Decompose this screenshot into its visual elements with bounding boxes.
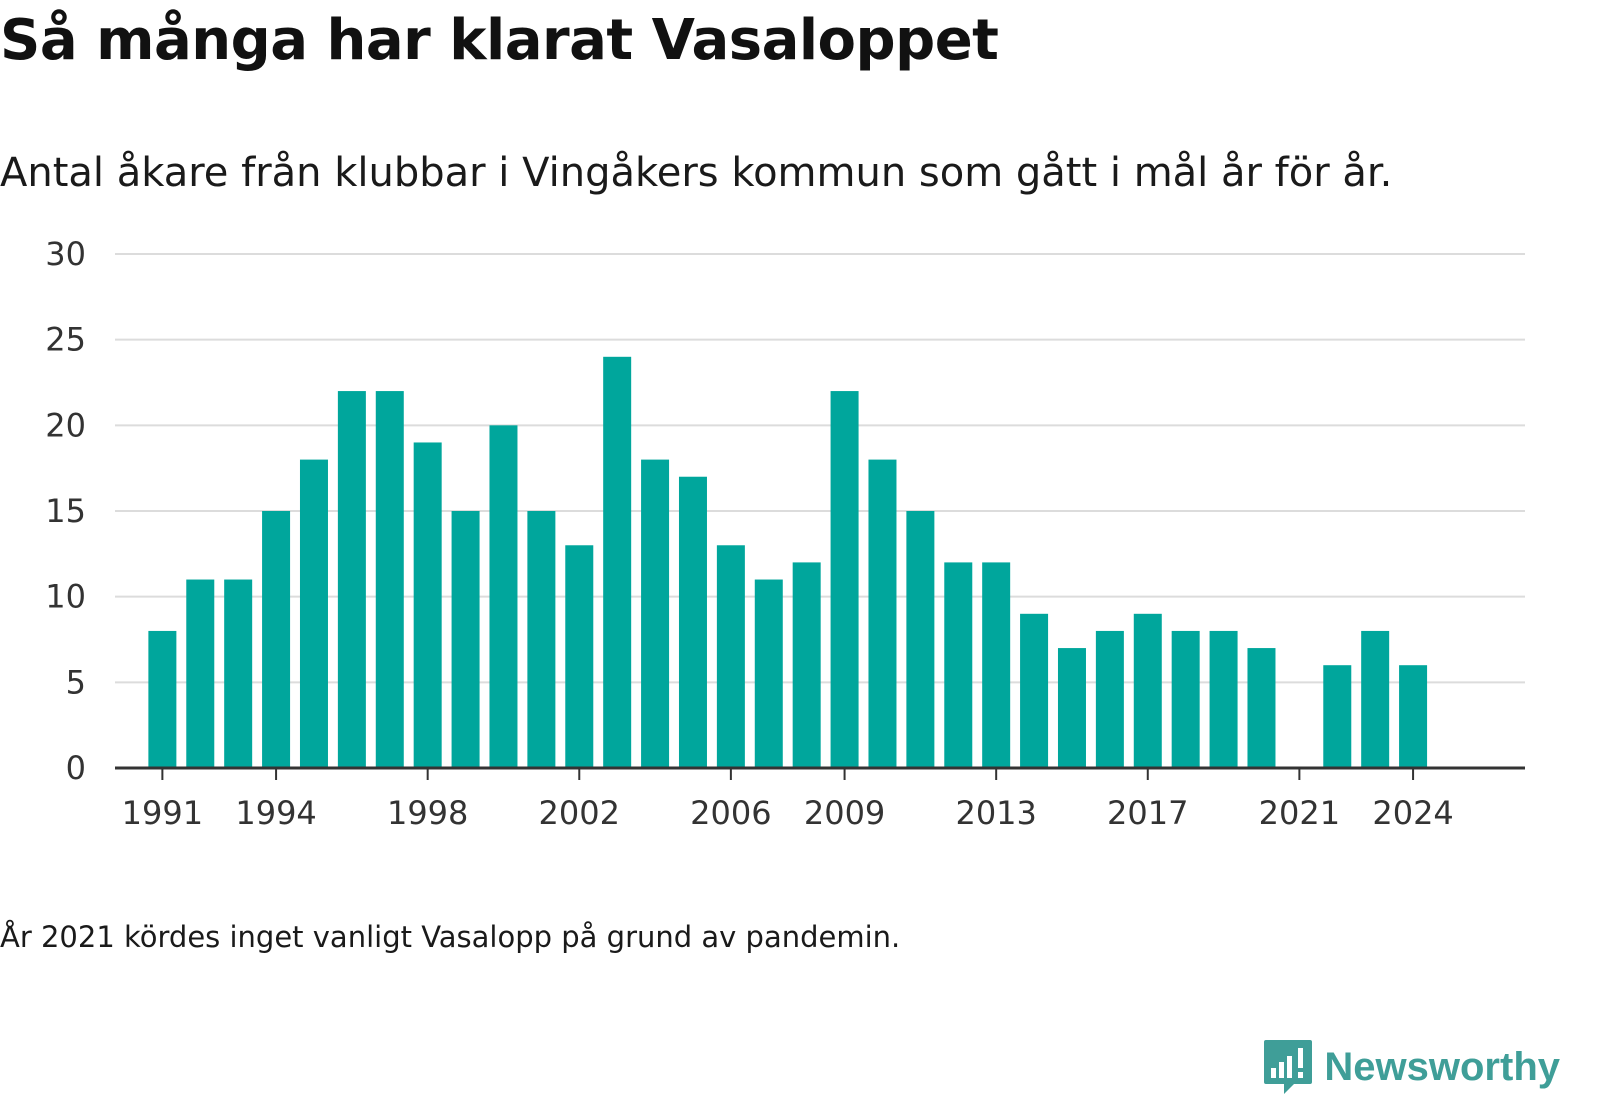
bar-1995 bbox=[299, 459, 328, 768]
bar-2022 bbox=[1323, 665, 1352, 768]
bar-2009 bbox=[830, 391, 859, 768]
bar-2023 bbox=[1361, 630, 1390, 768]
bar-2016 bbox=[1095, 630, 1124, 768]
bar-2008 bbox=[792, 562, 821, 768]
y-tick-label-5: 5 bbox=[66, 663, 86, 701]
bar-2005 bbox=[678, 476, 707, 768]
bar-1997 bbox=[375, 391, 404, 768]
bar-1991 bbox=[148, 630, 177, 768]
bar-2017 bbox=[1133, 613, 1162, 768]
chart-footnote: År 2021 kördes inget vanligt Vasalopp på… bbox=[0, 920, 901, 954]
bar-1999 bbox=[451, 511, 480, 768]
bar-2020 bbox=[1247, 648, 1276, 768]
x-tick-label-2009: 2009 bbox=[804, 794, 885, 832]
bar-2024 bbox=[1399, 665, 1428, 768]
bar-2012 bbox=[944, 562, 973, 768]
bar-1993 bbox=[224, 579, 253, 768]
x-tick-label-2021: 2021 bbox=[1259, 794, 1340, 832]
bar-2011 bbox=[906, 511, 935, 768]
x-tick-label-1994: 1994 bbox=[235, 794, 316, 832]
x-tick-label-2013: 2013 bbox=[955, 794, 1036, 832]
brand-name: Newsworthy bbox=[1324, 1044, 1560, 1089]
bar-2007 bbox=[754, 579, 783, 768]
bar-2013 bbox=[982, 562, 1011, 768]
y-tick-label-20: 20 bbox=[45, 406, 86, 444]
bar-1994 bbox=[262, 511, 291, 768]
bar-2000 bbox=[489, 425, 518, 768]
x-tick-label-2017: 2017 bbox=[1107, 794, 1188, 832]
bar-chart: 0 5 10 15 20 25 30 1991 1994 1998 2002 2006 2009 2013… bbox=[45, 235, 1525, 832]
y-tick-label-10: 10 bbox=[45, 578, 86, 616]
y-tick-label-30: 30 bbox=[45, 235, 86, 273]
bar-2006 bbox=[716, 545, 745, 768]
bar-2014 bbox=[1020, 613, 1049, 768]
bar-1996 bbox=[337, 391, 366, 768]
bar-2019 bbox=[1209, 630, 1238, 768]
x-tick-label-2024: 2024 bbox=[1372, 794, 1453, 832]
chart-title: Så många har klarat Vasaloppet bbox=[0, 8, 999, 73]
x-tick-label-2006: 2006 bbox=[690, 794, 771, 832]
bars-layer bbox=[148, 356, 1428, 768]
x-tick-label-1991: 1991 bbox=[122, 794, 203, 832]
chart-subtitle: Antal åkare från klubbar i Vingåkers kom… bbox=[0, 150, 1393, 196]
newsworthy-logo: Newsworthy bbox=[1262, 1038, 1560, 1096]
bar-2003 bbox=[603, 356, 632, 768]
x-tick-label-2002: 2002 bbox=[539, 794, 620, 832]
bar-2010 bbox=[868, 459, 897, 768]
bar-2001 bbox=[527, 511, 556, 768]
bar-1998 bbox=[413, 442, 442, 768]
bar-2018 bbox=[1171, 630, 1200, 768]
y-tick-label-15: 15 bbox=[45, 492, 86, 530]
bar-chart-speech-bubble-icon bbox=[1264, 1040, 1313, 1094]
axis-layer: 0 5 10 15 20 25 30 1991 1994 1998 2002 2006 2009 2013… bbox=[45, 235, 1525, 832]
bar-2002 bbox=[565, 545, 594, 768]
bar-2004 bbox=[641, 459, 670, 768]
y-tick-label-0: 0 bbox=[66, 749, 86, 787]
bar-2015 bbox=[1057, 648, 1086, 768]
bar-1992 bbox=[186, 579, 215, 768]
x-tick-label-1998: 1998 bbox=[387, 794, 468, 832]
y-tick-label-25: 25 bbox=[45, 321, 86, 359]
